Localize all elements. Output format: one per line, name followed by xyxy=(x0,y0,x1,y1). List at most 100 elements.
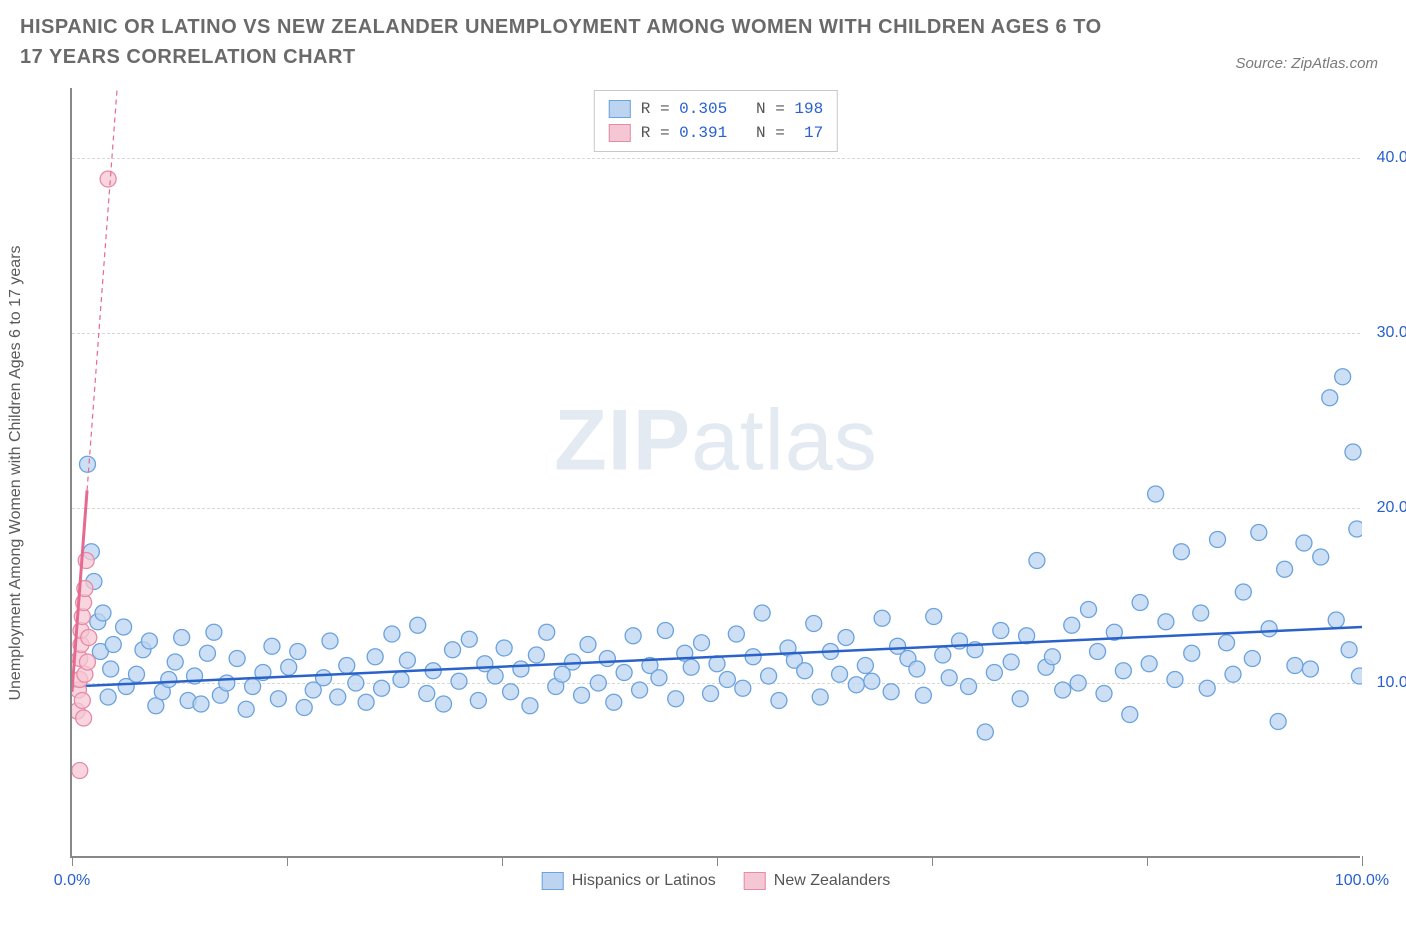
data-point xyxy=(668,691,684,707)
data-point xyxy=(1335,369,1351,385)
data-point xyxy=(1322,390,1338,406)
data-point xyxy=(1184,645,1200,661)
data-point xyxy=(1003,654,1019,670)
data-point xyxy=(926,609,942,625)
data-point xyxy=(1193,605,1209,621)
data-point xyxy=(79,456,95,472)
data-point xyxy=(1261,621,1277,637)
y-tick-label: 40.0% xyxy=(1377,149,1406,167)
legend-swatch xyxy=(609,124,631,142)
data-point xyxy=(1296,535,1312,551)
legend-row: R = 0.305 N = 198 xyxy=(609,97,823,121)
data-point xyxy=(410,617,426,633)
data-point xyxy=(694,635,710,651)
data-point xyxy=(915,687,931,703)
data-point xyxy=(1270,714,1286,730)
data-point xyxy=(436,696,452,712)
data-point xyxy=(103,661,119,677)
data-point xyxy=(599,651,615,667)
data-point xyxy=(1251,525,1267,541)
data-point xyxy=(1173,544,1189,560)
trend-line-dashed xyxy=(87,88,117,491)
data-point xyxy=(651,670,667,686)
data-point xyxy=(1244,651,1260,667)
data-point xyxy=(1349,521,1362,537)
data-point xyxy=(522,698,538,714)
data-point xyxy=(367,649,383,665)
data-point xyxy=(374,680,390,696)
data-point xyxy=(1219,635,1235,651)
data-point xyxy=(1096,686,1112,702)
data-point xyxy=(883,684,899,700)
data-point xyxy=(993,623,1009,639)
data-point xyxy=(986,665,1002,681)
data-point xyxy=(1055,682,1071,698)
data-point xyxy=(100,689,116,705)
legend-stats: R = 0.391 N = 17 xyxy=(641,121,823,145)
data-point xyxy=(838,630,854,646)
plot-region: ZIPatlas R = 0.305 N = 198R = 0.391 N = … xyxy=(70,88,1360,858)
legend-swatch xyxy=(542,872,564,890)
data-point xyxy=(193,696,209,712)
data-point xyxy=(1132,595,1148,611)
data-point xyxy=(745,649,761,665)
data-point xyxy=(857,658,873,674)
data-point xyxy=(1302,661,1318,677)
data-point xyxy=(470,693,486,709)
data-point xyxy=(735,680,751,696)
data-point xyxy=(1141,656,1157,672)
data-point xyxy=(167,654,183,670)
data-point xyxy=(1235,584,1251,600)
data-point xyxy=(539,624,555,640)
data-point xyxy=(503,684,519,700)
data-point xyxy=(116,619,132,635)
data-point xyxy=(316,670,332,686)
data-point xyxy=(290,644,306,660)
x-tick-label: 0.0% xyxy=(54,872,90,890)
data-point xyxy=(977,724,993,740)
data-point xyxy=(703,686,719,702)
data-point xyxy=(874,610,890,626)
x-tick-label: 100.0% xyxy=(1335,872,1389,890)
data-point xyxy=(245,679,261,695)
data-point xyxy=(754,605,770,621)
y-tick-label: 10.0% xyxy=(1377,674,1406,692)
data-point xyxy=(100,171,116,187)
data-point xyxy=(264,638,280,654)
legend-swatch xyxy=(609,100,631,118)
data-point xyxy=(1122,707,1138,723)
data-point xyxy=(848,677,864,693)
data-point xyxy=(129,666,145,682)
data-point xyxy=(935,647,951,663)
data-point xyxy=(909,661,925,677)
y-axis-label: Unemployment Among Women with Children A… xyxy=(7,245,25,700)
data-point xyxy=(1287,658,1303,674)
data-point xyxy=(812,689,828,705)
data-point xyxy=(270,691,286,707)
source-label: Source: ZipAtlas.com xyxy=(1235,55,1378,72)
data-point xyxy=(105,637,121,653)
data-point xyxy=(281,659,297,675)
data-point xyxy=(339,658,355,674)
data-point xyxy=(864,673,880,689)
data-point xyxy=(141,633,157,649)
data-point xyxy=(728,626,744,642)
data-point xyxy=(806,616,822,632)
data-point xyxy=(161,672,177,688)
correlation-legend: R = 0.305 N = 198R = 0.391 N = 17 xyxy=(594,90,838,152)
series-legend-label: New Zealanders xyxy=(774,872,891,890)
legend-stats: R = 0.305 N = 198 xyxy=(641,97,823,121)
data-point xyxy=(384,626,400,642)
series-legend-item: New Zealanders xyxy=(744,872,891,890)
data-point xyxy=(606,694,622,710)
data-point xyxy=(574,687,590,703)
data-point xyxy=(1351,668,1362,684)
data-point xyxy=(1328,612,1344,628)
data-point xyxy=(487,668,503,684)
data-point xyxy=(625,628,641,644)
data-point xyxy=(199,645,215,661)
data-point xyxy=(330,689,346,705)
data-point xyxy=(1167,672,1183,688)
data-point xyxy=(219,675,235,691)
data-point xyxy=(72,763,88,779)
